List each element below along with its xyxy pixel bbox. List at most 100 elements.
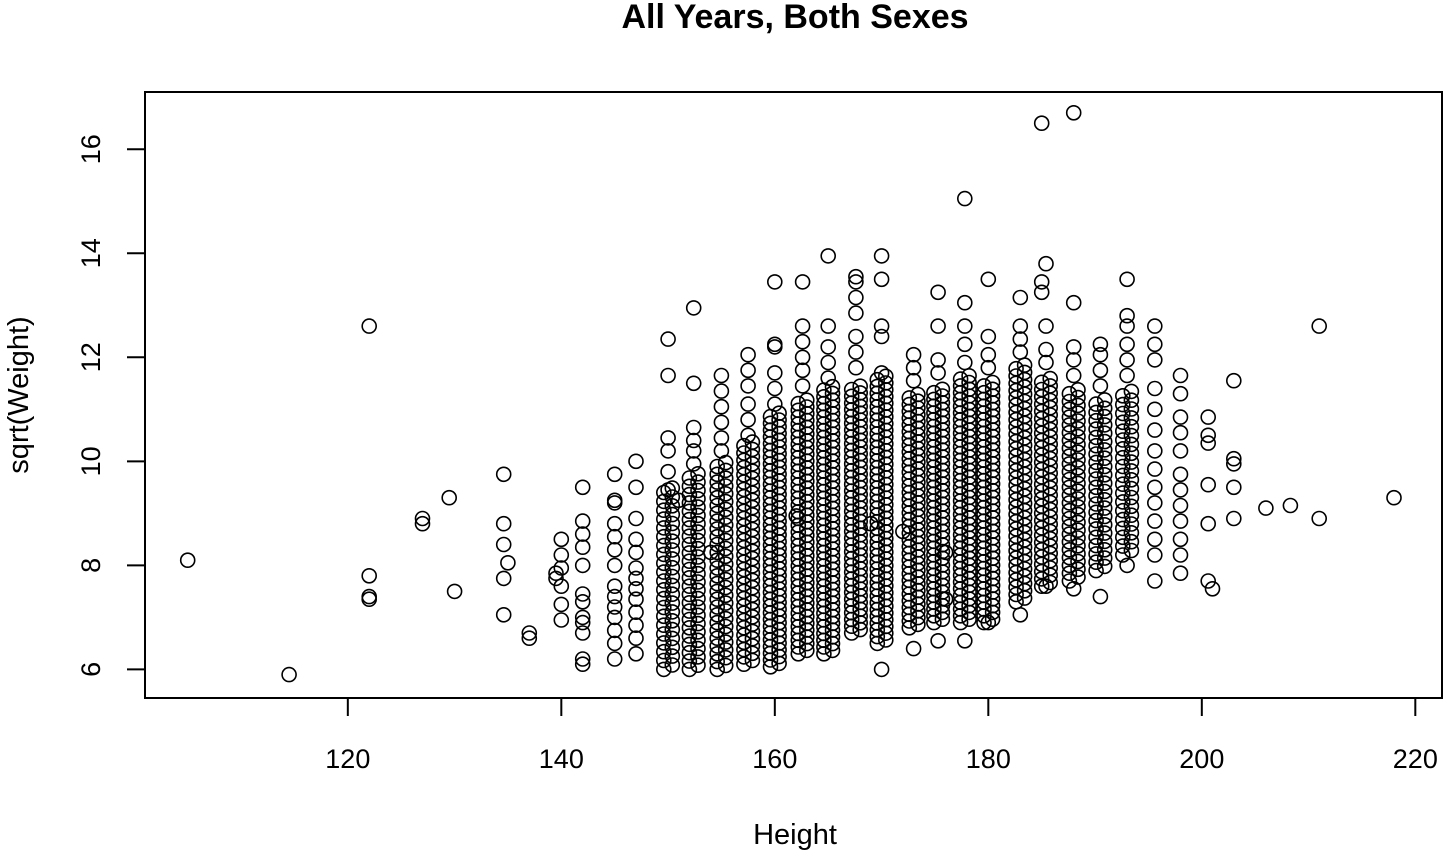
data-point	[628, 531, 644, 548]
data-point	[709, 567, 726, 584]
data-point	[877, 368, 894, 385]
data-point	[1070, 569, 1086, 585]
data-point	[681, 511, 698, 528]
data-point	[740, 346, 756, 363]
data-point	[1061, 385, 1078, 402]
data-point	[1088, 496, 1104, 512]
data-point	[1070, 452, 1086, 468]
data-points	[179, 105, 1402, 683]
data-point	[1115, 476, 1131, 493]
data-point	[1096, 508, 1113, 525]
data-point	[628, 560, 644, 576]
data-point	[690, 540, 706, 557]
data-point	[1016, 364, 1033, 381]
data-point	[690, 574, 706, 590]
data-point	[414, 515, 431, 532]
data-point	[1008, 360, 1024, 377]
data-point	[709, 497, 726, 514]
data-point	[744, 441, 761, 458]
data-point	[1096, 525, 1113, 541]
data-point	[681, 536, 698, 553]
data-point	[926, 384, 942, 401]
x-axis: 120 140 160 180 200 220	[325, 697, 1438, 774]
data-point	[1061, 440, 1078, 457]
y-axis: 6 8 10 12 14 16	[76, 134, 146, 677]
data-point	[984, 374, 1001, 391]
data-point	[664, 515, 681, 532]
data-point	[690, 474, 706, 490]
data-point	[690, 590, 706, 607]
data-point	[824, 378, 841, 395]
data-point	[852, 378, 869, 395]
data-point	[1033, 274, 1050, 290]
data-point	[1065, 105, 1082, 121]
data-point	[709, 630, 726, 647]
data-point	[848, 289, 864, 306]
data-point	[628, 630, 644, 647]
data-point	[709, 466, 726, 483]
data-point	[574, 609, 591, 626]
data-point	[1115, 423, 1131, 440]
data-point	[664, 577, 681, 594]
y-tick-label: 10	[76, 446, 106, 476]
data-point	[574, 614, 591, 631]
data-point	[736, 437, 752, 454]
data-point	[976, 384, 992, 401]
data-point	[1119, 336, 1135, 353]
data-point	[1088, 487, 1104, 504]
data-point	[1088, 404, 1104, 421]
data-point	[1172, 424, 1189, 441]
data-point	[1096, 408, 1113, 425]
data-point	[1065, 352, 1082, 368]
data-point	[956, 632, 973, 649]
data-point	[574, 593, 591, 610]
data-point	[361, 591, 378, 608]
data-point	[681, 486, 698, 503]
data-point	[628, 617, 644, 634]
data-point	[690, 632, 706, 649]
data-point	[664, 621, 681, 638]
data-point	[179, 552, 196, 569]
data-point	[690, 499, 706, 515]
data-point	[980, 359, 997, 376]
data-point	[1088, 521, 1104, 537]
data-point	[848, 305, 864, 321]
data-point	[574, 513, 591, 529]
data-point	[1119, 557, 1135, 574]
data-point	[1033, 284, 1050, 301]
data-point	[713, 430, 730, 446]
data-point	[1070, 522, 1086, 539]
data-point	[740, 396, 756, 412]
data-point	[690, 640, 706, 657]
data-point	[521, 625, 538, 641]
data-point	[1061, 534, 1078, 550]
data-point	[740, 378, 756, 394]
data-point	[606, 528, 623, 545]
data-point	[717, 454, 734, 471]
data-point	[980, 346, 997, 363]
data-point	[1061, 401, 1078, 418]
data-point	[1096, 475, 1113, 492]
data-point	[1123, 445, 1140, 462]
x-tick-label: 180	[966, 744, 1011, 774]
data-point	[961, 367, 977, 384]
x-tick-label: 200	[1179, 744, 1224, 774]
data-point	[681, 661, 698, 678]
data-point	[956, 318, 973, 334]
data-point	[681, 619, 698, 636]
data-point	[681, 520, 698, 536]
data-point	[820, 318, 837, 334]
data-point	[574, 625, 591, 641]
data-point	[1088, 396, 1104, 412]
data-point	[664, 551, 681, 567]
data-point	[930, 352, 946, 368]
data-point	[548, 565, 564, 582]
data-point	[1092, 346, 1109, 363]
data-point	[873, 328, 890, 345]
data-point	[717, 579, 734, 596]
data-point	[1088, 546, 1104, 562]
data-point	[1115, 494, 1131, 510]
data-point	[1123, 507, 1140, 524]
data-point	[628, 645, 644, 662]
data-point	[1061, 393, 1078, 410]
